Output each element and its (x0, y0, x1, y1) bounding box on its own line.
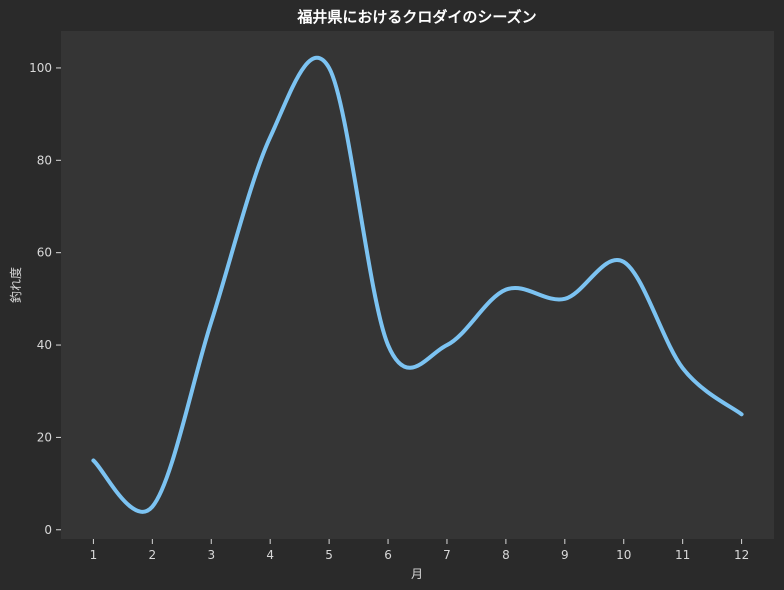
y-tick-label: 40 (37, 338, 52, 352)
x-tick-label: 3 (207, 548, 215, 562)
series-line (91, 55, 744, 514)
x-tick-label: 11 (675, 548, 690, 562)
x-tick-label: 10 (616, 548, 631, 562)
chart-title: 福井県におけるクロダイのシーズン (296, 8, 536, 26)
y-axis: 0 20 40 60 80 100 (29, 61, 61, 537)
y-tick-label: 60 (37, 246, 52, 260)
y-tick-label: 80 (37, 153, 52, 167)
x-tick-label: 7 (443, 548, 451, 562)
plot-area (61, 31, 774, 539)
x-tick-label: 1 (90, 548, 98, 562)
y-tick-label: 100 (29, 61, 52, 75)
x-tick-label: 8 (502, 548, 510, 562)
y-tick-label: 20 (37, 430, 52, 444)
x-tick-label: 12 (734, 548, 749, 562)
y-axis-label: 釣れ度 (8, 267, 23, 303)
x-tick-label: 4 (266, 548, 274, 562)
x-tick-label: 2 (149, 548, 157, 562)
x-axis-label: 月 (411, 567, 423, 581)
x-tick-label: 5 (325, 548, 333, 562)
x-tick-label: 9 (561, 548, 569, 562)
x-tick-label: 6 (384, 548, 392, 562)
x-axis: 1 2 3 4 5 6 7 8 9 10 11 12 (90, 539, 749, 562)
y-tick-label: 0 (44, 523, 52, 537)
